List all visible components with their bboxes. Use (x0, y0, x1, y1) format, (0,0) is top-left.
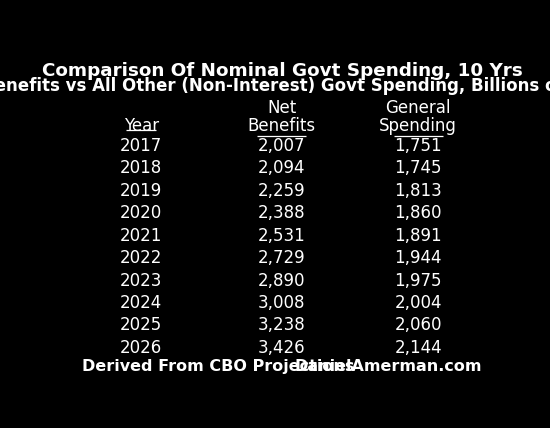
Text: 2,729: 2,729 (258, 249, 306, 267)
Text: 1,975: 1,975 (394, 271, 442, 289)
Text: General: General (386, 99, 451, 117)
Text: 2,060: 2,060 (394, 316, 442, 334)
Text: 2021: 2021 (120, 227, 162, 245)
Text: 2,531: 2,531 (258, 227, 306, 245)
Text: Spending: Spending (379, 117, 457, 135)
Text: 2,144: 2,144 (394, 339, 442, 357)
Text: Net: Net (267, 99, 296, 117)
Text: 1,813: 1,813 (394, 182, 442, 200)
Text: 2,890: 2,890 (258, 271, 306, 289)
Text: 2,004: 2,004 (394, 294, 442, 312)
Text: Derived From CBO Projections: Derived From CBO Projections (81, 359, 354, 374)
Text: 2,007: 2,007 (258, 137, 306, 155)
Text: Benefits vs All Other (Non-Interest) Govt Spending, Billions of $: Benefits vs All Other (Non-Interest) Gov… (0, 77, 550, 95)
Text: 2017: 2017 (120, 137, 162, 155)
Text: Comparison Of Nominal Govt Spending, 10 Yrs: Comparison Of Nominal Govt Spending, 10 … (41, 62, 522, 80)
Text: 1,745: 1,745 (394, 160, 442, 178)
Text: 2,259: 2,259 (258, 182, 306, 200)
Text: 2020: 2020 (120, 204, 162, 222)
Text: 1,860: 1,860 (394, 204, 442, 222)
Text: 3,238: 3,238 (258, 316, 306, 334)
Text: 3,008: 3,008 (258, 294, 306, 312)
Text: 3,426: 3,426 (258, 339, 306, 357)
Text: 1,891: 1,891 (394, 227, 442, 245)
Text: 2,388: 2,388 (258, 204, 306, 222)
Text: 2022: 2022 (120, 249, 162, 267)
Text: 1,944: 1,944 (394, 249, 442, 267)
Text: 2,094: 2,094 (258, 160, 306, 178)
Text: Benefits: Benefits (248, 117, 316, 135)
Text: Year: Year (124, 117, 159, 135)
Text: 2026: 2026 (120, 339, 162, 357)
Text: 2023: 2023 (120, 271, 162, 289)
Text: 2018: 2018 (120, 160, 162, 178)
Text: 2024: 2024 (120, 294, 162, 312)
Text: DanielAmerman.com: DanielAmerman.com (295, 359, 482, 374)
Text: 1,751: 1,751 (394, 137, 442, 155)
Text: 2025: 2025 (120, 316, 162, 334)
Text: 2019: 2019 (120, 182, 162, 200)
